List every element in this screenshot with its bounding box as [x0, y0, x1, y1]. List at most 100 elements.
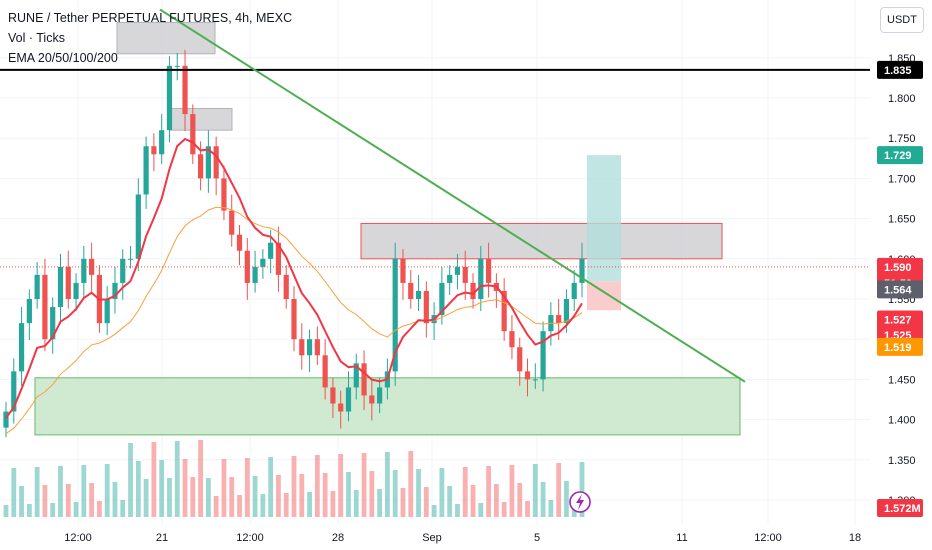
- volume-bar: [353, 490, 359, 517]
- candle-body: [3, 411, 9, 428]
- x-tick-label: 5: [534, 532, 540, 544]
- drawing-lines: [0, 8, 870, 383]
- candle-body: [345, 387, 352, 412]
- candle-body: [260, 258, 266, 267]
- candle-body: [439, 282, 445, 316]
- candle-body: [34, 274, 40, 299]
- x-tick-label: 11: [676, 532, 687, 544]
- price-badge-label: 1.729: [884, 150, 912, 162]
- candle-body: [361, 363, 367, 396]
- volume-bar: [190, 477, 196, 517]
- candle-body: [462, 266, 468, 283]
- y-tick-label: 1.650: [888, 214, 916, 226]
- volume-bar: [525, 501, 530, 517]
- candle-body: [174, 65, 180, 67]
- price-badge: [877, 280, 923, 299]
- price-badge-label: 1.835: [884, 65, 912, 77]
- volume-bar: [556, 463, 562, 517]
- candle-body: [306, 339, 313, 356]
- chart-legend: RUNE / Tether PERPETUAL FUTURES, 4h, MEX…: [8, 8, 292, 68]
- candle-body: [112, 282, 118, 299]
- candle-body: [478, 258, 484, 299]
- candle-body: [182, 65, 188, 115]
- candle-body: [213, 146, 219, 179]
- volume-bar: [221, 459, 227, 517]
- lightning-icon[interactable]: [569, 491, 591, 513]
- volume-bar: [268, 457, 274, 517]
- volume-bar: [548, 500, 554, 517]
- volume-bar: [416, 469, 421, 517]
- volume-bar: [174, 441, 180, 517]
- candle-body: [540, 331, 546, 380]
- candle-body: [42, 274, 48, 340]
- candle-body: [252, 266, 258, 283]
- candle-body: [81, 258, 87, 283]
- y-tick-label: 1.350: [888, 455, 916, 467]
- volume-bar: [517, 483, 523, 517]
- y-tick-label: 1.450: [888, 374, 916, 386]
- price-badge-label: 1.590: [884, 262, 912, 274]
- volume-bar: [198, 440, 203, 517]
- candle-body: [415, 290, 422, 299]
- volume-bar: [11, 468, 17, 517]
- volume-bar: [314, 455, 320, 517]
- price-badge-label: 1.519: [884, 342, 912, 354]
- x-tick-label: 28: [332, 532, 344, 544]
- descending-trendline: [159, 8, 746, 383]
- volume-bar: [3, 505, 9, 517]
- candle-body: [447, 274, 453, 283]
- candle-body: [205, 146, 211, 179]
- volume-bar: [244, 458, 250, 517]
- candle-body: [392, 258, 398, 372]
- volume-bars: [3, 440, 585, 517]
- ema-indicator-label[interactable]: EMA 20/50/100/200: [8, 51, 118, 65]
- volume-bar: [58, 466, 63, 517]
- x-tick-label: 12:00: [64, 532, 92, 544]
- currency-button[interactable]: USDT: [880, 7, 924, 33]
- candle-body: [57, 266, 64, 308]
- candle-body: [190, 114, 196, 155]
- candle-body: [353, 363, 359, 388]
- volume-bar: [447, 486, 453, 517]
- candle-body: [244, 250, 250, 283]
- volume-bar: [493, 484, 499, 517]
- candle-body: [159, 130, 165, 155]
- volume-bar: [260, 494, 266, 517]
- volume-bar: [470, 485, 476, 517]
- y-tick-label: 1.700: [888, 173, 916, 185]
- candle-body: [485, 258, 492, 283]
- candle-body: [470, 282, 476, 299]
- volume-bar: [42, 485, 48, 517]
- demand-zone: [34, 377, 741, 436]
- volume-bar: [431, 505, 437, 517]
- ema-lines: [5, 137, 583, 435]
- candle-body: [532, 379, 538, 381]
- volume-bar: [291, 456, 297, 517]
- candle-body: [322, 355, 328, 388]
- profit-target-zone: [587, 155, 621, 282]
- y-tick-label: 1.400: [888, 415, 916, 427]
- candle-body: [571, 282, 577, 299]
- candle-body: [299, 339, 305, 356]
- candle-body: [454, 266, 461, 275]
- volume-bar: [276, 475, 281, 517]
- price-badge: [877, 337, 923, 356]
- candle-body: [104, 299, 110, 324]
- volume-bar: [423, 487, 429, 517]
- volume-indicator-label[interactable]: Vol · Ticks: [8, 31, 65, 45]
- volume-bar: [509, 465, 515, 517]
- candle-body: [369, 395, 375, 404]
- candle-body: [283, 274, 289, 299]
- volume-bar: [229, 477, 235, 517]
- volume-bar: [143, 479, 149, 517]
- price-badge: [877, 499, 923, 517]
- candle-body: [408, 282, 414, 299]
- candle-body: [229, 210, 235, 235]
- volume-bar: [237, 495, 242, 517]
- candle-body: [236, 234, 243, 251]
- volume-bar: [65, 484, 71, 517]
- x-tick-label: 12:00: [754, 532, 782, 544]
- symbol-title[interactable]: RUNE / Tether PERPETUAL FUTURES, 4h, MEX…: [8, 11, 293, 25]
- candle-body: [65, 266, 71, 299]
